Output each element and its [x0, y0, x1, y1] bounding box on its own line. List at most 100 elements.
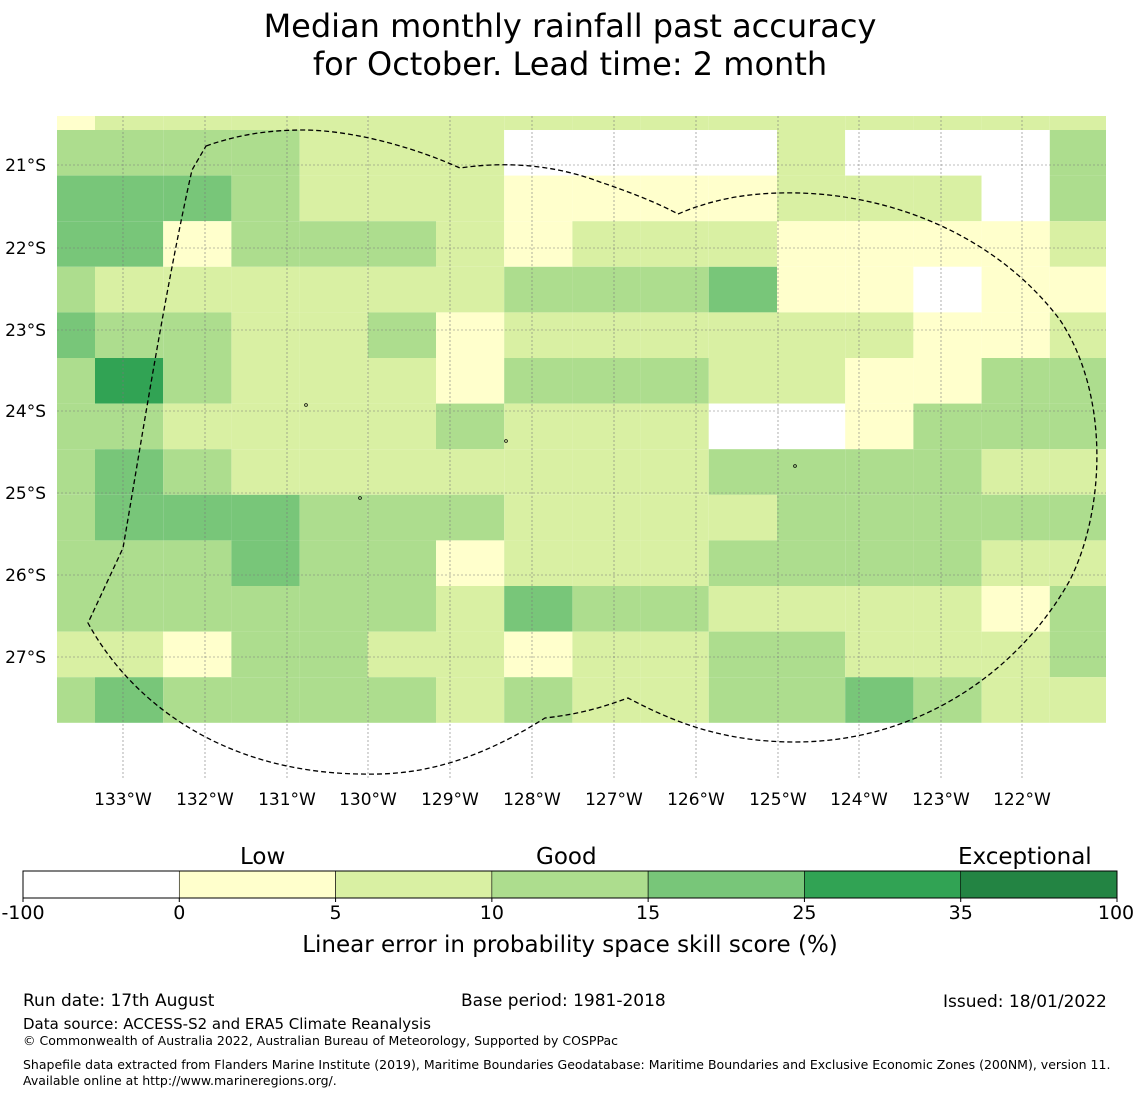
grid-cell: [981, 677, 1050, 723]
grid-cell: [57, 221, 95, 267]
grid-cell: [981, 116, 1050, 130]
grid-cell: [708, 540, 777, 586]
grid-cell: [777, 266, 846, 313]
grid-cell: [95, 266, 164, 313]
lat-tick-label: 24°S: [5, 402, 46, 422]
grid-cell: [1049, 266, 1106, 313]
grid-cell: [504, 449, 573, 495]
grid-cell: [572, 266, 641, 313]
grid-cell: [708, 494, 777, 541]
grid-cell: [299, 175, 368, 222]
grid-cell: [913, 221, 982, 267]
grid-cell: [1049, 358, 1106, 404]
colorbar-tick-label: 0: [173, 902, 186, 924]
lon-tick-label: 123°W: [912, 790, 970, 810]
grid-cell: [845, 266, 914, 313]
shapefile-credit: Shapefile data extracted from Flanders M…: [23, 1057, 1111, 1088]
grid-cell: [1049, 631, 1106, 678]
issued-date: Issued: 18/01/2022: [943, 992, 1107, 1012]
grid-cell: [708, 175, 777, 222]
grid-cell: [981, 403, 1050, 450]
grid-cell: [1049, 494, 1106, 541]
grid-cell: [845, 540, 914, 586]
grid-cell: [913, 116, 982, 130]
grid-cell: [572, 403, 641, 450]
grid-cell: [163, 358, 232, 404]
grid-cell: [640, 540, 709, 586]
grid-cell: [436, 266, 505, 313]
grid-cell: [640, 494, 709, 541]
grid-cell: [981, 221, 1050, 267]
grid-cell: [640, 403, 709, 450]
grid-cell: [777, 494, 846, 541]
grid-cell: [845, 494, 914, 541]
grid-cell: [640, 449, 709, 495]
grid-cell: [231, 586, 300, 632]
colorbar-tick-label: -100: [1, 902, 45, 924]
grid-cell: [299, 221, 368, 267]
grid-cell: [777, 677, 846, 723]
colorbar-segment: [178, 870, 336, 899]
grid-cell: [436, 175, 505, 222]
grid-cell: [299, 586, 368, 632]
grid-cell: [708, 449, 777, 495]
grid-cell: [981, 130, 1050, 176]
grid-cell: [572, 449, 641, 495]
grid-cell: [777, 358, 846, 404]
grid-cell: [436, 221, 505, 267]
eez-boundary: [87, 129, 1098, 775]
grid-cell: [163, 449, 232, 495]
grid-cell: [163, 631, 232, 678]
grid-cell: [572, 221, 641, 267]
grid-cell: [95, 449, 164, 495]
grid-cell: [367, 116, 436, 130]
grid-cell: [231, 631, 300, 678]
lon-tick-label: 126°W: [667, 790, 725, 810]
grid-cell: [367, 449, 436, 495]
grid-cell: [231, 494, 300, 541]
grid-cell: [57, 130, 95, 176]
lon-tick-label: 129°W: [421, 790, 479, 810]
data-source: Data source: ACCESS-S2 and ERA5 Climate …: [23, 1015, 431, 1033]
grid-cell: [845, 221, 914, 267]
lon-tick-label: 130°W: [339, 790, 397, 810]
grid-cell: [367, 403, 436, 450]
grid-cell: [777, 312, 846, 358]
colorbar-segment: [335, 870, 493, 899]
grid-cell: [777, 540, 846, 586]
colorbar-tick-label: 10: [479, 902, 504, 924]
grid-cell: [777, 631, 846, 678]
grid-cell: [572, 494, 641, 541]
grid-cell: [231, 449, 300, 495]
grid-cell: [640, 130, 709, 176]
grid-cell: [572, 677, 641, 723]
grid-cell: [436, 312, 505, 358]
grid-cell: [57, 312, 95, 358]
colorbar-outline: [22, 870, 1118, 899]
lat-tick-label: 27°S: [5, 648, 46, 668]
grid-cell: [299, 358, 368, 404]
chart-title-line1: Median monthly rainfall past accuracy: [263, 7, 877, 45]
grid-cell: [163, 130, 232, 176]
grid-cell: [95, 358, 164, 404]
grid-cell: [504, 586, 573, 632]
grid-cell: [57, 358, 95, 404]
grid-cell: [367, 312, 436, 358]
grid-cell: [504, 631, 573, 678]
colorbar-tick-label: 25: [792, 902, 817, 924]
grid-cell: [95, 677, 164, 723]
lon-tick-label: 122°W: [993, 790, 1051, 810]
grid-cell: [1049, 403, 1106, 450]
grid-cell: [504, 175, 573, 222]
grid-cell: [504, 540, 573, 586]
lat-tick-label: 21°S: [5, 156, 46, 176]
grid-cell: [913, 540, 982, 586]
grid-cell: [163, 266, 232, 313]
island-marker: [504, 439, 508, 443]
grid-cell: [367, 266, 436, 313]
grid-cell: [299, 540, 368, 586]
grid-cell: [913, 130, 982, 176]
grid-cell: [231, 266, 300, 313]
colorbar-label-good: Good: [536, 844, 597, 870]
grid-cell: [57, 677, 95, 723]
